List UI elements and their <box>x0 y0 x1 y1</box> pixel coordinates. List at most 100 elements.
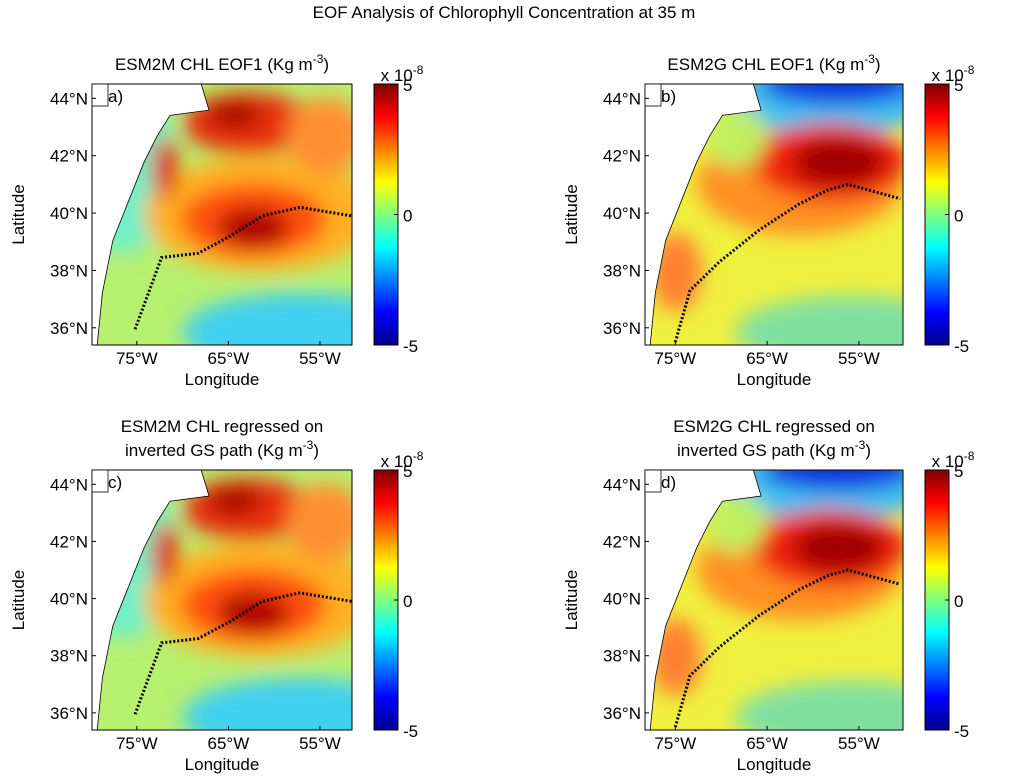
panel-title: ESM2M CHL EOF1 (Kg m-3) <box>115 52 329 74</box>
y-tick-label: 42°N <box>603 147 641 166</box>
x-tick-label: 65°W <box>208 734 250 753</box>
field-blob <box>287 97 352 176</box>
panel-label: b) <box>661 87 676 106</box>
land <box>92 84 210 345</box>
label-box <box>644 83 662 107</box>
field-blob <box>216 206 290 249</box>
panel: a) 75°W 65°W 55°W 36°N 38°N 40°N 42°N 44°N Longit… <box>9 52 424 389</box>
title-text: ESM2M CHL EOF1 (Kg m <box>115 55 313 74</box>
field-blob <box>216 592 290 634</box>
panel-title: ESM2M CHL regressed on <box>121 417 324 436</box>
field-blob <box>209 488 261 515</box>
x-tick-label: 75°W <box>654 734 696 753</box>
colorbar-tick-label: 0 <box>954 592 963 611</box>
panel-title: inverted GS path (Kg m-3) <box>125 438 319 460</box>
multiplier-exponent: -8 <box>964 449 975 463</box>
multiplier-exponent: -8 <box>413 449 424 463</box>
y-tick-label: 40°N <box>603 590 641 609</box>
x-tick-label: 55°W <box>838 734 880 753</box>
title-text: ESM2G CHL EOF1 (Kg m <box>667 55 864 74</box>
y-tick-label: 42°N <box>50 532 88 551</box>
field-blobs <box>92 470 352 730</box>
field-blob <box>792 524 885 572</box>
field-blob <box>735 295 903 345</box>
panel: d) 75°W 65°W 55°W 36°N 38°N 40°N 42°N 44°N Longit… <box>562 417 975 774</box>
title-suffix: ) <box>323 55 329 74</box>
label-box <box>644 469 662 493</box>
y-tick-label: 42°N <box>50 147 88 166</box>
gs-path <box>133 591 353 715</box>
field-blob <box>287 483 352 561</box>
multiplier-base: x 10 <box>381 452 413 471</box>
colorbar-tick-label: 5 <box>954 76 963 95</box>
title-text: ESM2G CHL regressed on <box>673 417 875 436</box>
x-tick-label: 65°W <box>208 349 250 368</box>
field-blob <box>735 680 903 730</box>
multiplier-base: x 10 <box>932 66 964 85</box>
colorbar-tick-label: -5 <box>954 337 969 356</box>
gs-path <box>673 182 901 343</box>
y-tick-label: 38°N <box>50 647 88 666</box>
field-blob <box>183 678 352 730</box>
x-tick-label: 75°W <box>116 734 158 753</box>
y-tick-label: 44°N <box>50 475 88 494</box>
y-tick-label: 38°N <box>603 647 641 666</box>
multiplier-base: x 10 <box>932 452 964 471</box>
multiplier-base: x 10 <box>381 66 413 85</box>
field-blob <box>761 84 903 105</box>
x-axis-label: Longitude <box>737 370 812 389</box>
title-sup: -3 <box>303 438 314 452</box>
y-axis-label: Latitude <box>562 570 581 631</box>
colorbar-tick-label: 0 <box>954 207 963 226</box>
figure-title: EOF Analysis of Chlorophyll Concentratio… <box>313 3 696 22</box>
x-axis-label: Longitude <box>185 370 260 389</box>
colorbar-multiplier: x 10-8 <box>932 449 975 471</box>
label-box <box>91 83 109 107</box>
y-tick-label: 44°N <box>603 475 641 494</box>
colorbar-tick-label: -5 <box>403 337 418 356</box>
y-tick-label: 44°N <box>50 89 88 108</box>
x-tick-label: 65°W <box>746 349 788 368</box>
field-blobs <box>650 84 903 345</box>
y-axis-label: Latitude <box>9 570 28 631</box>
x-axis-label: Longitude <box>185 755 260 774</box>
gs-path <box>133 205 353 330</box>
title-sup: -3 <box>864 52 875 66</box>
y-tick-label: 36°N <box>50 319 88 338</box>
x-axis-label: Longitude <box>737 755 812 774</box>
title-suffix: ) <box>313 441 319 460</box>
field-blob <box>704 490 767 554</box>
y-tick-label: 36°N <box>603 704 641 723</box>
colorbar-tick-label: 0 <box>403 207 412 226</box>
axes-frame <box>644 469 904 731</box>
field-blob <box>183 292 352 345</box>
axes-frame <box>644 83 904 346</box>
colorbar-tick-label: 5 <box>403 76 412 95</box>
panel-label: d) <box>661 473 676 492</box>
title-suffix: ) <box>865 441 871 460</box>
y-tick-label: 42°N <box>603 532 641 551</box>
axes-frame <box>91 83 353 346</box>
field-blob <box>704 104 767 168</box>
contour-field <box>645 84 903 345</box>
panel: c) 75°W 65°W 55°W 36°N 38°N 40°N 42°N 44°N Longit… <box>9 417 424 774</box>
x-tick-label: 75°W <box>116 349 158 368</box>
title-sup: -3 <box>313 52 324 66</box>
contour-field <box>92 84 352 345</box>
y-tick-label: 40°N <box>50 204 88 223</box>
colorbar-tick-label: 5 <box>954 462 963 481</box>
x-tick-label: 55°W <box>838 349 880 368</box>
gs-path <box>673 568 901 728</box>
multiplier-exponent: -8 <box>964 63 975 77</box>
contour-field <box>92 470 352 730</box>
panel-label: a) <box>108 87 123 106</box>
x-tick-label: 65°W <box>746 734 788 753</box>
colorbar-multiplier: x 10-8 <box>381 449 424 471</box>
panel-title: inverted GS path (Kg m-3) <box>677 438 871 460</box>
y-tick-label: 38°N <box>603 261 641 280</box>
field-blobs <box>92 84 352 345</box>
y-tick-label: 44°N <box>603 89 641 108</box>
field-blob <box>761 470 903 491</box>
label-box <box>91 469 109 493</box>
